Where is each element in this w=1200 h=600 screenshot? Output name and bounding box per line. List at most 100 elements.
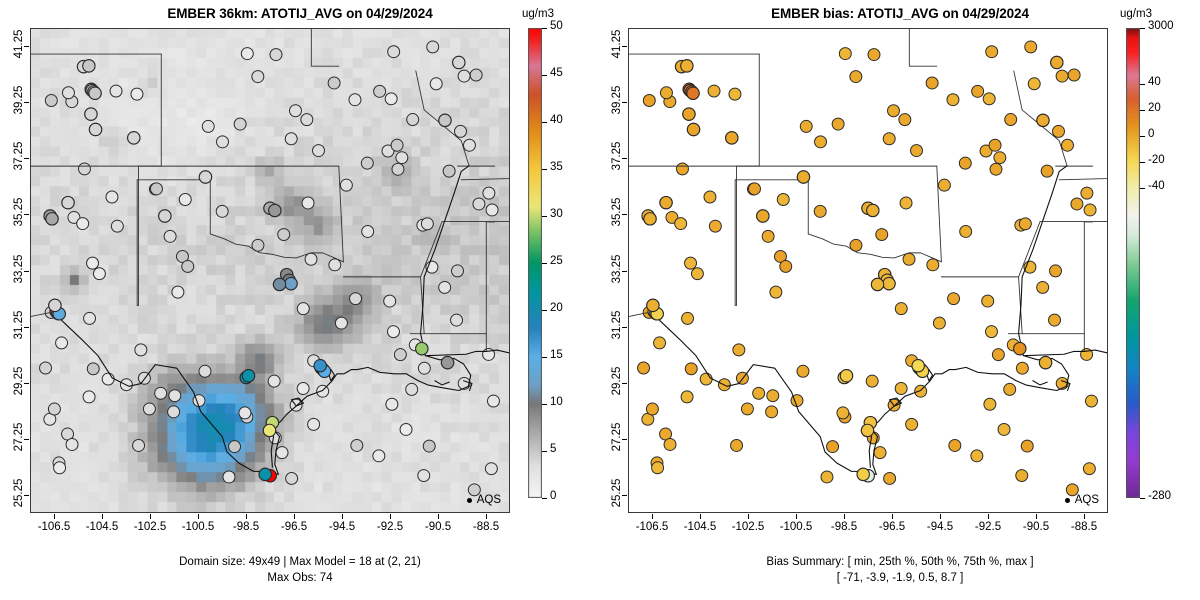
x-tick bbox=[844, 514, 845, 519]
x-tick-label: -94.5 bbox=[926, 521, 954, 533]
x-tick-label: -88.5 bbox=[1070, 521, 1098, 533]
y-tick bbox=[24, 158, 29, 160]
x-tick-label: -102.5 bbox=[133, 521, 167, 533]
y-tick-label: 35.25 bbox=[611, 198, 623, 227]
colorbar-tick-label: -20 bbox=[1148, 154, 1165, 166]
colorbar-tick-label: 20 bbox=[1148, 102, 1161, 115]
colorbar-tick bbox=[1140, 28, 1145, 29]
y-tick bbox=[622, 494, 627, 496]
model-map-plot: AQS bbox=[30, 28, 510, 513]
colorbar-tick bbox=[542, 498, 547, 499]
x-tick-label: -104.5 bbox=[683, 521, 717, 533]
panel-model: EMBER 36km: ATOTIJ_AVG on 04/29/2024 AQS… bbox=[13, 6, 563, 584]
y-tick-label: 33.25 bbox=[13, 254, 25, 283]
y-tick-label: 27.25 bbox=[13, 422, 25, 452]
colorbar-tick bbox=[542, 263, 547, 264]
x-tick bbox=[700, 514, 701, 519]
model-colorbar-gradient bbox=[528, 28, 542, 498]
y-tick bbox=[24, 214, 29, 216]
y-tick bbox=[24, 382, 29, 384]
colorbar-tick bbox=[1140, 498, 1145, 499]
x-tick bbox=[1036, 514, 1037, 519]
colorbar-tick bbox=[1140, 84, 1145, 86]
colorbar-tick bbox=[542, 357, 547, 358]
model-colorbar-units: ug/m3 bbox=[522, 8, 554, 20]
x-tick-label: -94.5 bbox=[328, 521, 356, 533]
aqs-dot-icon bbox=[466, 497, 472, 503]
y-tick bbox=[622, 438, 627, 440]
colorbar-tick-label: 3000 bbox=[1148, 20, 1174, 32]
y-tick-label: 33.25 bbox=[611, 254, 623, 283]
x-tick bbox=[102, 514, 103, 519]
right-panel-title: EMBER bias: ATOTIJ_AVG on 04/29/2024 bbox=[771, 6, 1029, 21]
model-raster-layer bbox=[31, 29, 509, 512]
x-tick bbox=[988, 514, 989, 519]
x-tick-label: -96.5 bbox=[878, 521, 906, 533]
y-tick-label: 39.25 bbox=[611, 85, 623, 115]
x-tick bbox=[294, 514, 295, 519]
colorbar-tick-label: 10 bbox=[550, 396, 563, 408]
x-tick bbox=[796, 514, 797, 519]
x-tick bbox=[940, 514, 941, 519]
bias-colorbar-gradient bbox=[1126, 28, 1140, 498]
colorbar-tick bbox=[542, 28, 547, 29]
y-tick bbox=[622, 158, 627, 160]
y-tick bbox=[24, 326, 29, 328]
y-tick-label: 41.25 bbox=[13, 29, 25, 59]
colorbar-tick bbox=[542, 216, 547, 217]
colorbar-tick-label: 0 bbox=[1148, 128, 1155, 141]
y-tick-label: 29.25 bbox=[611, 366, 623, 396]
y-tick-label: 25.25 bbox=[13, 478, 25, 508]
y-tick-label: 41.25 bbox=[611, 29, 623, 59]
y-tick-label: 31.25 bbox=[611, 310, 623, 339]
y-tick-label: 39.25 bbox=[13, 85, 25, 115]
colorbar-tick-label: 30 bbox=[550, 208, 563, 220]
y-tick bbox=[622, 102, 627, 104]
x-tick-label: -104.5 bbox=[85, 521, 119, 533]
y-tick bbox=[24, 102, 29, 104]
legend-aqs-label-left: AQS bbox=[476, 494, 501, 506]
colorbar-tick-label: 35 bbox=[550, 161, 563, 173]
bias-colorbar-units: ug/m3 bbox=[1120, 8, 1152, 20]
colorbar-tick bbox=[1140, 110, 1145, 112]
x-tick bbox=[748, 514, 749, 519]
colorbar-tick-label: 25 bbox=[550, 255, 563, 267]
y-tick-label: 27.25 bbox=[611, 422, 623, 452]
x-tick-label: -106.5 bbox=[635, 521, 669, 533]
x-tick-label: -102.5 bbox=[731, 521, 765, 533]
legend-aqs-right: AQS bbox=[1064, 494, 1099, 506]
x-tick bbox=[652, 514, 653, 519]
x-tick-label: -92.5 bbox=[376, 521, 404, 533]
left-footer-line2: Max Obs: 74 bbox=[267, 572, 333, 584]
bias-map-overlay bbox=[629, 29, 1107, 497]
colorbar-tick bbox=[1140, 162, 1145, 163]
y-tick bbox=[622, 382, 627, 384]
y-tick bbox=[24, 270, 29, 272]
y-tick bbox=[24, 438, 29, 440]
left-footer-line1: Domain size: 49x49 | Max Model = 18 at (… bbox=[179, 556, 421, 568]
y-tick-label: 35.25 bbox=[13, 198, 25, 227]
y-tick-label: 37.25 bbox=[611, 141, 623, 171]
colorbar-tick bbox=[542, 169, 547, 170]
legend-aqs-label-right: AQS bbox=[1074, 494, 1099, 506]
right-footer-line1: Bias Summary: [ min, 25th %, 50th %, 75t… bbox=[766, 556, 1034, 568]
y-tick-label: 25.25 bbox=[611, 478, 623, 508]
colorbar-tick-label: 40 bbox=[1148, 76, 1161, 89]
colorbar-tick bbox=[542, 310, 547, 311]
x-tick-label: -96.5 bbox=[280, 521, 308, 533]
colorbar-tick-label: -280 bbox=[1148, 490, 1172, 502]
x-tick-label: -90.5 bbox=[1022, 521, 1050, 533]
colorbar-tick-label: 15 bbox=[550, 349, 563, 361]
x-tick-label: -88.5 bbox=[472, 521, 500, 533]
colorbar-tick-label: 5 bbox=[550, 443, 557, 455]
x-tick-label: -100.5 bbox=[181, 521, 215, 533]
left-panel-title: EMBER 36km: ATOTIJ_AVG on 04/29/2024 bbox=[167, 6, 433, 21]
colorbar-tick bbox=[1140, 187, 1145, 189]
colorbar-tick bbox=[542, 451, 547, 452]
y-tick bbox=[24, 46, 29, 48]
x-tick bbox=[438, 514, 439, 519]
x-tick bbox=[198, 514, 199, 519]
colorbar-tick-label: 20 bbox=[550, 302, 563, 314]
bias-map-plot: AQS bbox=[628, 28, 1108, 513]
colorbar-tick bbox=[542, 122, 547, 123]
